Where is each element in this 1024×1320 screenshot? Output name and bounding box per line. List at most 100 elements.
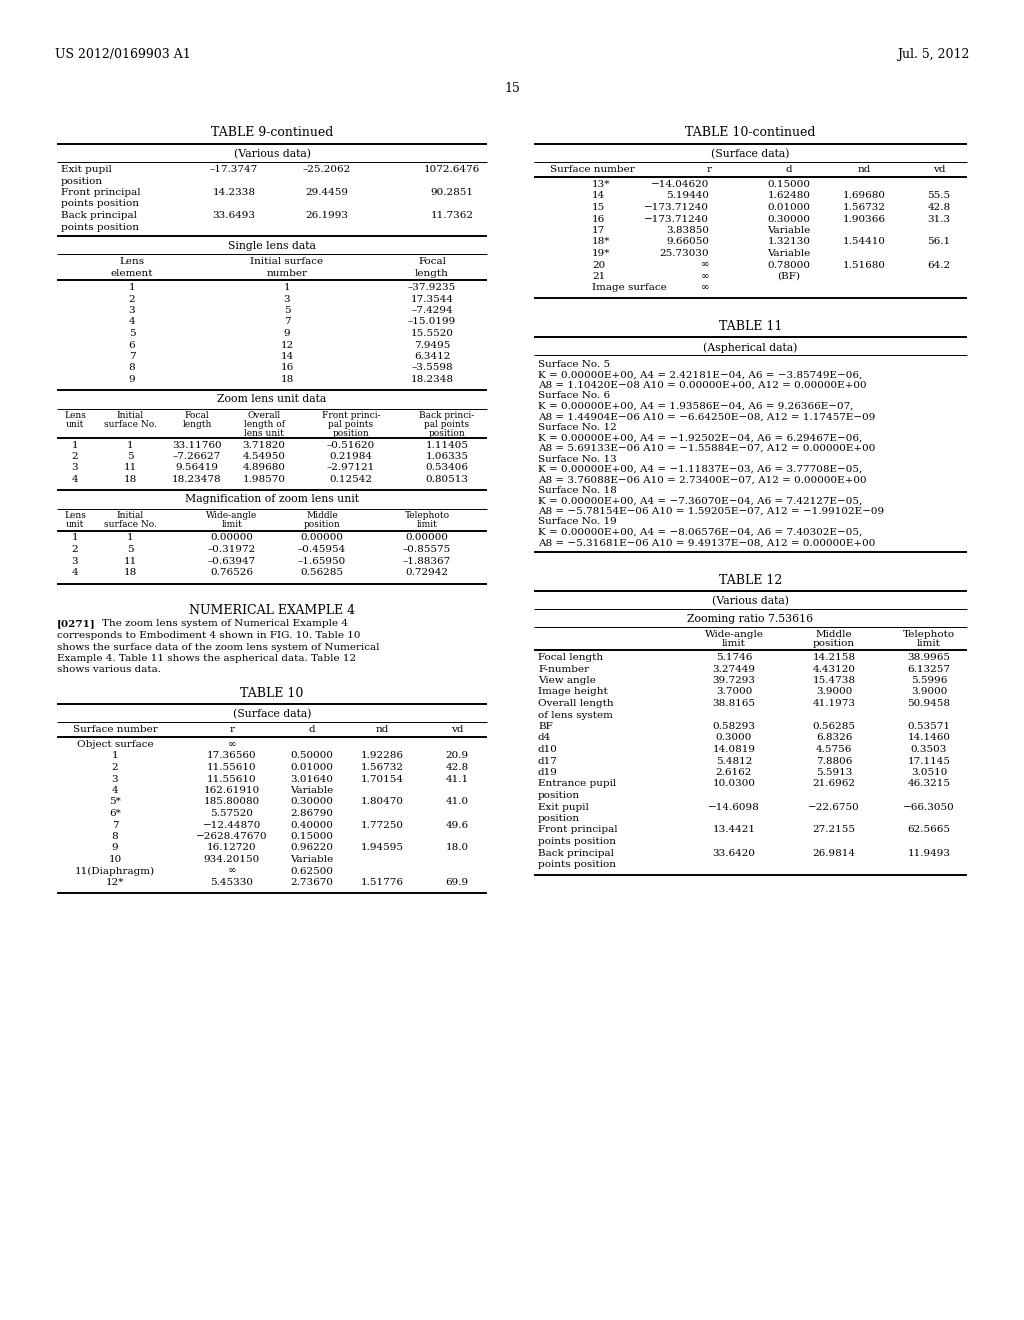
Text: K = 0.00000E+00, A4 = −1.11837E−03, A6 = 3.77708E−05,: K = 0.00000E+00, A4 = −1.11837E−03, A6 =…	[538, 465, 862, 474]
Text: K = 0.00000E+00, A4 = 2.42181E−04, A6 = −3.85749E−06,: K = 0.00000E+00, A4 = 2.42181E−04, A6 = …	[538, 371, 862, 380]
Text: Surface number: Surface number	[73, 725, 158, 734]
Text: 4: 4	[112, 785, 119, 795]
Text: 2: 2	[112, 763, 119, 772]
Text: 33.11760: 33.11760	[172, 441, 222, 450]
Text: 21: 21	[592, 272, 605, 281]
Text: K = 0.00000E+00, A4 = −8.06576E−04, A6 = 7.40302E−05,: K = 0.00000E+00, A4 = −8.06576E−04, A6 =…	[538, 528, 862, 537]
Text: Single lens data: Single lens data	[228, 242, 316, 251]
Text: 6: 6	[129, 341, 135, 350]
Text: 4.89680: 4.89680	[243, 463, 286, 473]
Text: Exit pupil: Exit pupil	[538, 803, 589, 812]
Text: 14: 14	[281, 352, 294, 360]
Text: 9: 9	[129, 375, 135, 384]
Text: 0.40000: 0.40000	[291, 821, 334, 829]
Text: Back principal: Back principal	[538, 849, 614, 858]
Text: Variable: Variable	[767, 226, 811, 235]
Text: position: position	[538, 814, 581, 822]
Text: 3.71820: 3.71820	[243, 441, 286, 450]
Text: shows the surface data of the zoom lens system of Numerical: shows the surface data of the zoom lens …	[57, 643, 380, 652]
Text: d19: d19	[538, 768, 558, 777]
Text: 1: 1	[72, 533, 78, 543]
Text: 5: 5	[127, 545, 133, 554]
Text: unit: unit	[66, 420, 84, 429]
Text: 38.9965: 38.9965	[907, 653, 950, 663]
Text: Middle: Middle	[816, 630, 852, 639]
Text: Front principal: Front principal	[61, 187, 140, 197]
Text: length of: length of	[244, 420, 285, 429]
Text: 1.54410: 1.54410	[843, 238, 886, 247]
Text: 33.6420: 33.6420	[713, 849, 756, 858]
Text: A8 = 3.76088E−06 A10 = 2.73400E−07, A12 = 0.00000E+00: A8 = 3.76088E−06 A10 = 2.73400E−07, A12 …	[538, 475, 866, 484]
Text: 2: 2	[72, 545, 78, 554]
Text: View angle: View angle	[538, 676, 596, 685]
Text: 1.90366: 1.90366	[843, 214, 886, 223]
Text: –1.88367: –1.88367	[402, 557, 452, 565]
Text: 1.51680: 1.51680	[843, 260, 886, 269]
Text: 16: 16	[592, 214, 605, 223]
Text: 1.32130: 1.32130	[768, 238, 811, 247]
Text: 1.77250: 1.77250	[360, 821, 403, 829]
Text: –37.9235: –37.9235	[408, 282, 456, 292]
Text: 18.0: 18.0	[445, 843, 469, 853]
Text: 2: 2	[72, 451, 78, 461]
Text: –15.0199: –15.0199	[408, 318, 456, 326]
Text: 3.27449: 3.27449	[713, 664, 756, 673]
Text: 5.1746: 5.1746	[716, 653, 753, 663]
Text: Telephoto: Telephoto	[404, 511, 450, 520]
Text: 10: 10	[109, 855, 122, 865]
Text: (Various data): (Various data)	[233, 149, 310, 160]
Text: 185.80080: 185.80080	[204, 797, 260, 807]
Text: 90.2851: 90.2851	[430, 187, 473, 197]
Text: 0.96220: 0.96220	[291, 843, 334, 853]
Text: 0.15000: 0.15000	[291, 832, 334, 841]
Text: 0.3503: 0.3503	[910, 744, 947, 754]
Text: 17.3544: 17.3544	[411, 294, 454, 304]
Text: Focal: Focal	[418, 257, 446, 267]
Text: position: position	[813, 639, 855, 648]
Text: 39.7293: 39.7293	[713, 676, 756, 685]
Text: Front principal: Front principal	[538, 825, 617, 834]
Text: Variable: Variable	[291, 855, 334, 865]
Text: 27.2155: 27.2155	[812, 825, 855, 834]
Text: Surface No. 13: Surface No. 13	[538, 454, 616, 463]
Text: Front princi-: Front princi-	[322, 412, 380, 421]
Text: –1.65950: –1.65950	[298, 557, 346, 565]
Text: 7: 7	[112, 821, 119, 829]
Text: −14.04620: −14.04620	[650, 180, 709, 189]
Text: 0.50000: 0.50000	[291, 751, 334, 760]
Text: d17: d17	[538, 756, 558, 766]
Text: −173.71240: −173.71240	[644, 203, 709, 213]
Text: −66.3050: −66.3050	[903, 803, 954, 812]
Text: 9.66050: 9.66050	[666, 238, 709, 247]
Text: 3.0510: 3.0510	[910, 768, 947, 777]
Text: 3.01640: 3.01640	[291, 775, 334, 784]
Text: TABLE 12: TABLE 12	[719, 574, 782, 587]
Text: element: element	[111, 268, 154, 277]
Text: 3: 3	[72, 463, 78, 473]
Text: A8 = 1.44904E−06 A10 = −6.64250E−08, A12 = 1.17457E−09: A8 = 1.44904E−06 A10 = −6.64250E−08, A12…	[538, 412, 876, 421]
Text: 50.9458: 50.9458	[907, 700, 950, 708]
Text: 7.8806: 7.8806	[816, 756, 852, 766]
Text: 49.6: 49.6	[445, 821, 469, 829]
Text: 46.3215: 46.3215	[907, 780, 950, 788]
Text: 162.61910: 162.61910	[204, 785, 260, 795]
Text: 2.6162: 2.6162	[716, 768, 753, 777]
Text: 6.3412: 6.3412	[414, 352, 451, 360]
Text: 17: 17	[592, 226, 605, 235]
Text: 1.69680: 1.69680	[843, 191, 886, 201]
Text: 21.6962: 21.6962	[812, 780, 855, 788]
Text: position: position	[429, 429, 465, 437]
Text: 1.51776: 1.51776	[360, 878, 403, 887]
Text: points position: points position	[61, 199, 139, 209]
Text: 9: 9	[284, 329, 291, 338]
Text: 5*: 5*	[110, 797, 121, 807]
Text: 19*: 19*	[592, 249, 610, 257]
Text: 15.5520: 15.5520	[411, 329, 454, 338]
Text: vd: vd	[451, 725, 463, 734]
Text: 5.19440: 5.19440	[666, 191, 709, 201]
Text: 14.1460: 14.1460	[907, 734, 950, 742]
Text: Image height: Image height	[538, 688, 608, 697]
Text: 1.70154: 1.70154	[360, 775, 403, 784]
Text: 25.73030: 25.73030	[659, 249, 709, 257]
Text: 11.55610: 11.55610	[207, 763, 257, 772]
